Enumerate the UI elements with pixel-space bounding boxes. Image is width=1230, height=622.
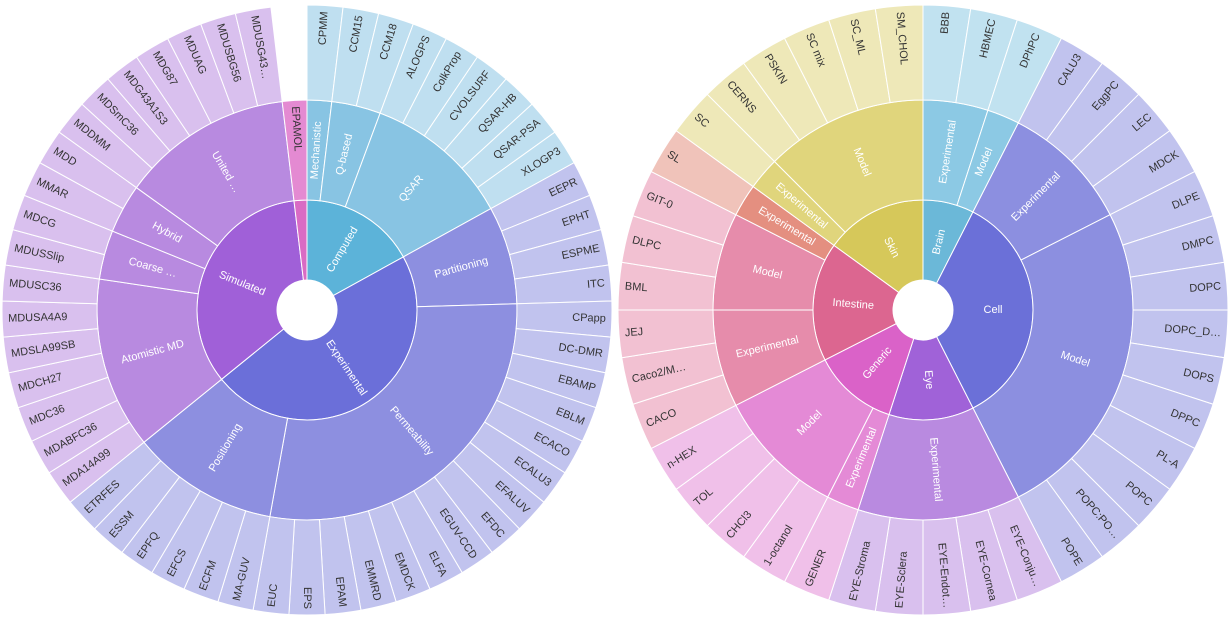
- sunburst-center-hole: [893, 280, 953, 340]
- sunburst-center-hole: [277, 280, 337, 340]
- sunburst-leaf-eps-segment[interactable]: [288, 519, 326, 616]
- sunburst-group-epamol-segment[interactable]: [281, 99, 308, 202]
- sunburst-leaf-sm-chol-segment[interactable]: [874, 4, 924, 104]
